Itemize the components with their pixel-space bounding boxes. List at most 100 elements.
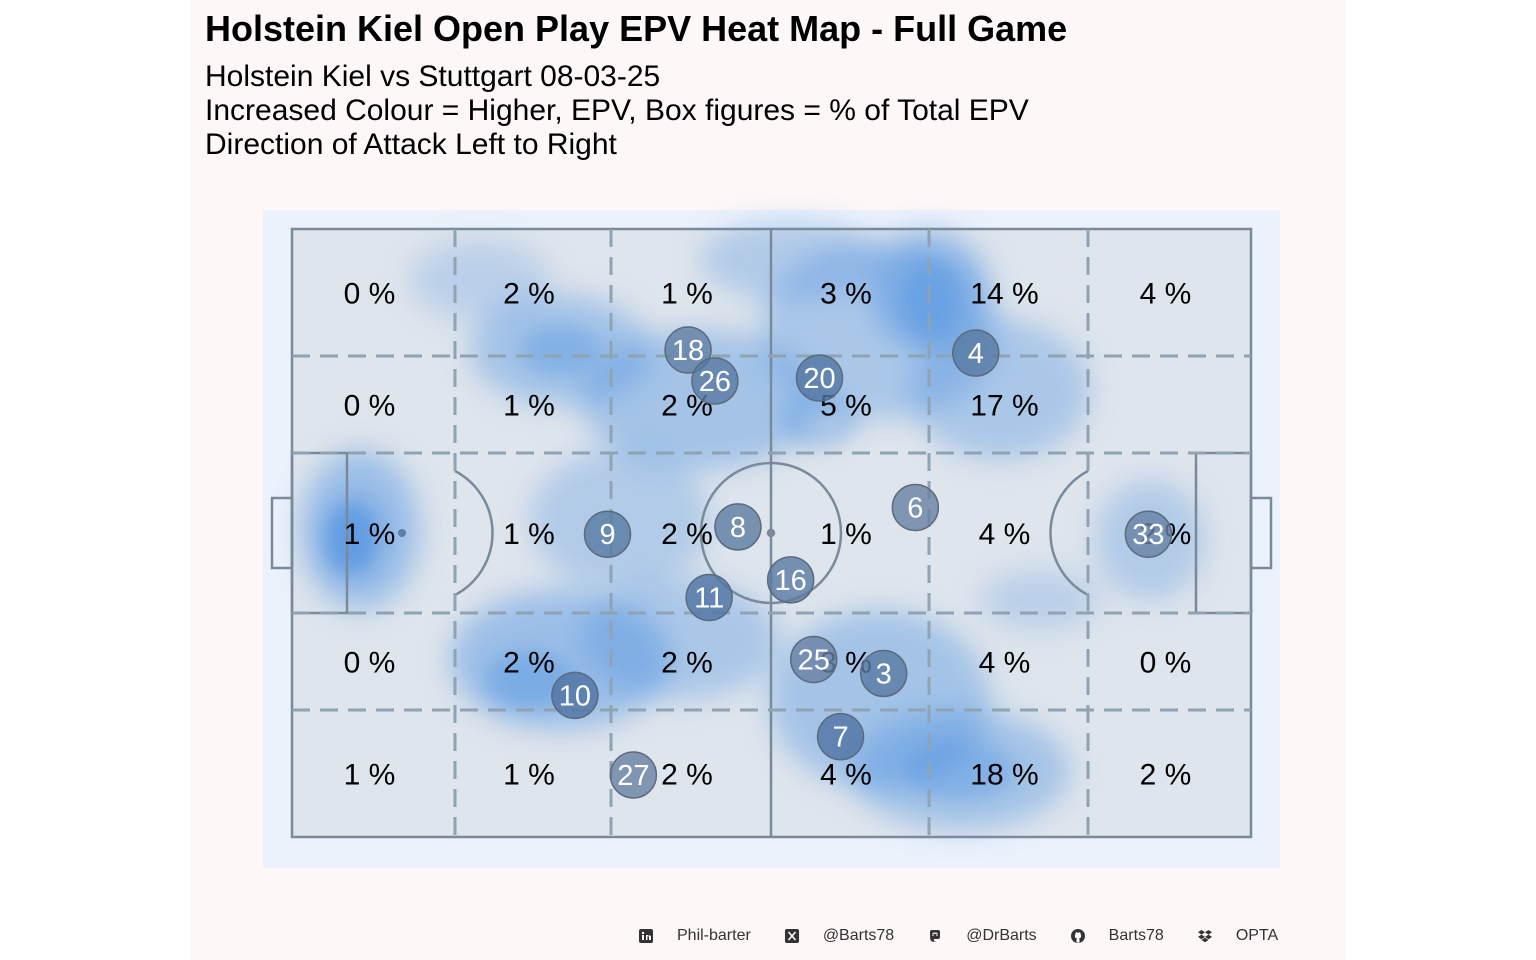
player-number: 9 [599,519,615,551]
player-marker-7: 7 [816,712,865,761]
zone-label-r1-c0: 0 % [344,390,396,423]
heat-core [780,390,860,450]
heat-core [520,325,600,375]
zone-label-r1-c4: 17 % [970,390,1038,423]
heat-blob [700,220,880,300]
player-circle [795,354,844,402]
zone-label-r3-c1: 2 % [503,647,555,680]
player-marker-18: 18 [664,326,712,374]
player-marker-8: 8 [714,503,762,551]
right-penalty-arc [1049,469,1089,597]
zone-label-r4-c1: 1 % [503,759,555,792]
player-number: 16 [775,565,807,597]
left-goal [270,496,294,570]
player-marker-33: 33 [1124,510,1173,558]
player-circle [952,329,1000,377]
zone-label-r3-c2: 2 % [661,647,713,680]
player-circle [583,510,632,558]
player-marker-6: 6 [891,483,940,532]
x-icon [784,929,799,943]
right-goal [1249,496,1273,570]
player-number: 11 [694,582,724,614]
linkedin-icon [639,929,653,943]
zone-label-r4-c0: 1 % [344,759,396,792]
footer-source-label: OPTA [1235,927,1279,944]
zone-label-r2-c2: 2 % [661,518,713,551]
player-number: 8 [730,512,746,544]
player-circle [1124,510,1173,558]
left-penalty-spot [398,529,406,537]
zone-label-r3-c5: 0 % [1140,647,1192,680]
player-marker-20: 20 [795,354,844,402]
chart-title: Holstein Kiel Open Play EPV Heat Map - F… [205,8,1068,49]
heat-blob [580,580,780,700]
player-circle [714,503,762,551]
zone-label-r2-c0: 1 % [344,518,396,551]
player-marker-4: 4 [952,329,1000,377]
zone-label-r3-c0: 0 % [344,647,396,680]
player-marker-16: 16 [766,556,815,604]
zone-label-r0-c0: 0 % [344,278,396,311]
zone-label-r0-c1: 2 % [503,278,555,311]
player-number: 25 [798,644,830,676]
player-circle [664,326,712,374]
player-number: 6 [907,492,923,524]
zone-label-r4-c5: 2 % [1140,759,1192,792]
zone-percentage-labels: 0 % 2 % 1 % 3 % 14 % 4 %0 % 1 % 2 % 5 % 17 %1 % 1 … [344,278,1192,792]
chart-subtitle-direction: Direction of Attack Left to Right [205,128,617,161]
footer-x-label: @Barts78 [822,927,895,944]
chart-subtitle-match: Holstein Kiel vs Stuttgart 08-03-25 [205,60,661,93]
player-number: 27 [617,760,649,792]
mastodon-icon [930,930,941,942]
zone-label-r4-c4: 18 % [970,759,1038,792]
zone-label-r0-c4: 14 % [970,278,1038,311]
zone-grid [292,229,1251,837]
zone-label-r4-c3: 4 % [820,759,872,792]
player-number: 26 [699,366,731,398]
player-circle [789,635,838,684]
player-number: 10 [559,680,591,712]
centre-circle [699,461,843,605]
zone-label-r2-c4: 4 % [979,518,1031,551]
centre-spot [766,528,776,538]
player-circle [859,649,908,698]
player-number: 4 [968,338,984,370]
player-circle [891,483,940,532]
zone-label-r0-c3: 3 % [820,278,872,311]
heat-core [905,740,1015,800]
player-number: 33 [1132,519,1164,551]
heat-core [325,505,375,575]
footer-credits: Phil-barter @Barts78 @DrBarts Barts78 OP… [639,924,1312,948]
footer-mastodon-label: @DrBarts [966,927,1037,944]
player-number: 18 [672,335,704,367]
player-marker-26: 26 [691,357,739,405]
player-marker-25: 25 [789,635,838,684]
zone-label-r2-c1: 1 % [503,518,555,551]
footer-linkedin-label: Phil-barter [677,927,751,944]
pitch-markings [270,227,1273,839]
dropbox-icon [1197,930,1212,943]
zone-label-r4-c2: 2 % [661,759,713,792]
footer-github-label: Barts78 [1108,927,1164,944]
heat-blob [980,570,1100,630]
player-number: 7 [832,722,848,754]
player-circle [816,712,865,761]
player-circle [766,556,815,604]
zone-label-r0-c2: 1 % [661,278,713,311]
player-circle [691,357,739,405]
player-circle [685,573,733,622]
player-marker-9: 9 [583,510,632,558]
player-marker-27: 27 [609,751,658,799]
heat-blob [410,240,550,320]
zone-label-r2-c3: 1 % [820,518,872,551]
zone-label-r3-c4: 4 % [979,647,1031,680]
player-number: 20 [803,363,835,395]
player-marker-11: 11 [685,573,733,622]
left-penalty-arc [454,469,494,597]
heat-blob [580,330,820,470]
chart-subtitle-legend-note: Increased Colour = Higher, EPV, Box figu… [205,94,1029,127]
zone-label-r1-c1: 1 % [503,390,555,423]
player-marker-10: 10 [551,671,599,720]
